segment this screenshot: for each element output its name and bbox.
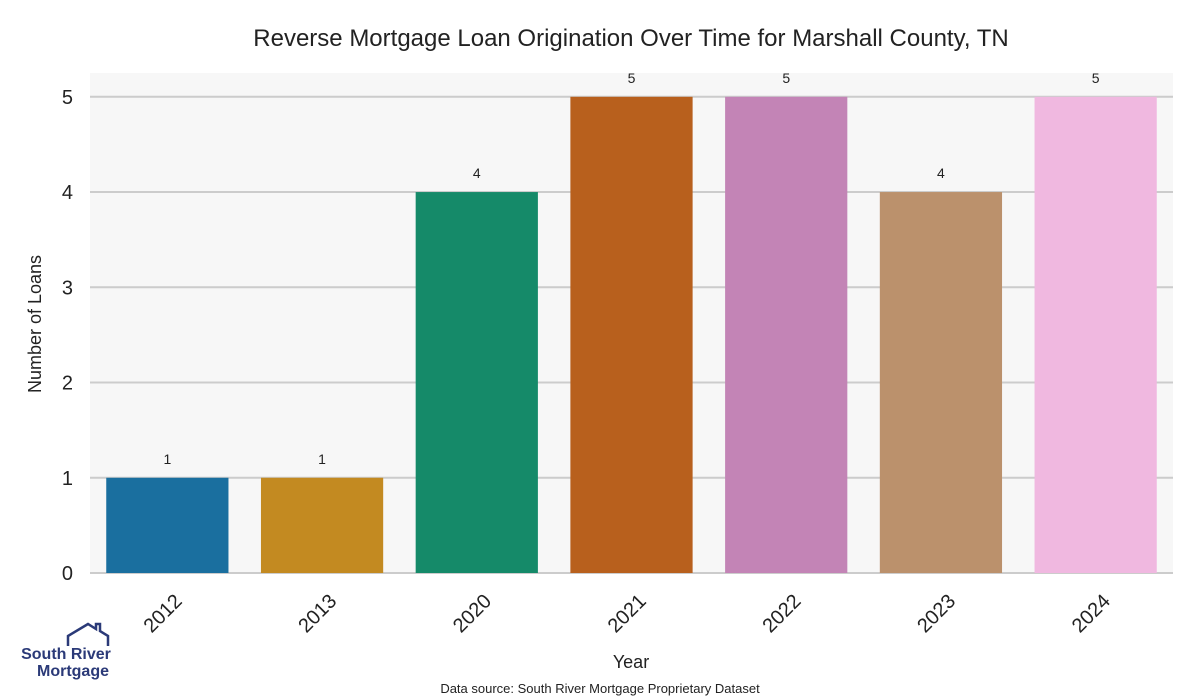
company-logo: South River Mortgage <box>21 622 111 680</box>
data-label-2021: 5 <box>628 70 636 86</box>
house-icon <box>66 622 110 646</box>
y-tick-label: 1 <box>62 468 73 490</box>
data-label-2020: 4 <box>473 165 481 181</box>
y-tick-label: 4 <box>62 182 73 204</box>
logo-line-2: Mortgage <box>37 663 109 680</box>
y-tick-label: 0 <box>62 563 73 585</box>
data-label-2024: 5 <box>1092 70 1100 86</box>
bar-2021 <box>570 96 693 574</box>
x-tick-label: 2012 <box>140 590 187 637</box>
bar-2013 <box>260 477 384 573</box>
x-axis-label: Year <box>613 652 649 672</box>
data-label-2012: 1 <box>163 451 171 467</box>
x-tick-label: 2022 <box>758 590 805 637</box>
y-tick-label: 2 <box>62 373 73 395</box>
bars: 1 1 4 5 5 4 5 <box>106 70 1157 574</box>
x-axis-ticks: 2012 2013 2020 2021 2022 2023 2024 <box>140 590 1115 637</box>
data-label-2022: 5 <box>782 70 790 86</box>
bar-2020 <box>415 192 538 574</box>
data-source-note: Data source: South River Mortgage Propri… <box>440 681 760 696</box>
x-tick-label: 2013 <box>294 590 341 637</box>
y-tick-label: 3 <box>62 277 73 299</box>
x-tick-label: 2020 <box>449 590 496 637</box>
bar-2024 <box>1034 96 1157 574</box>
chart-title: Reverse Mortgage Loan Origination Over T… <box>253 25 1008 52</box>
bar-2023 <box>879 192 1003 574</box>
logo-line-1: South River <box>21 646 111 663</box>
x-tick-label: 2023 <box>913 590 960 637</box>
bar-2022 <box>725 96 848 574</box>
data-label-2013: 1 <box>318 451 326 467</box>
bar-2012 <box>106 477 229 573</box>
y-tick-label: 5 <box>62 87 73 109</box>
x-tick-label: 2024 <box>1068 590 1115 637</box>
data-label-2023: 4 <box>937 165 945 181</box>
y-axis-label: Number of Loans <box>25 255 45 393</box>
y-axis-ticks: 0 1 2 3 4 5 <box>62 87 73 585</box>
x-tick-label: 2021 <box>604 590 651 637</box>
